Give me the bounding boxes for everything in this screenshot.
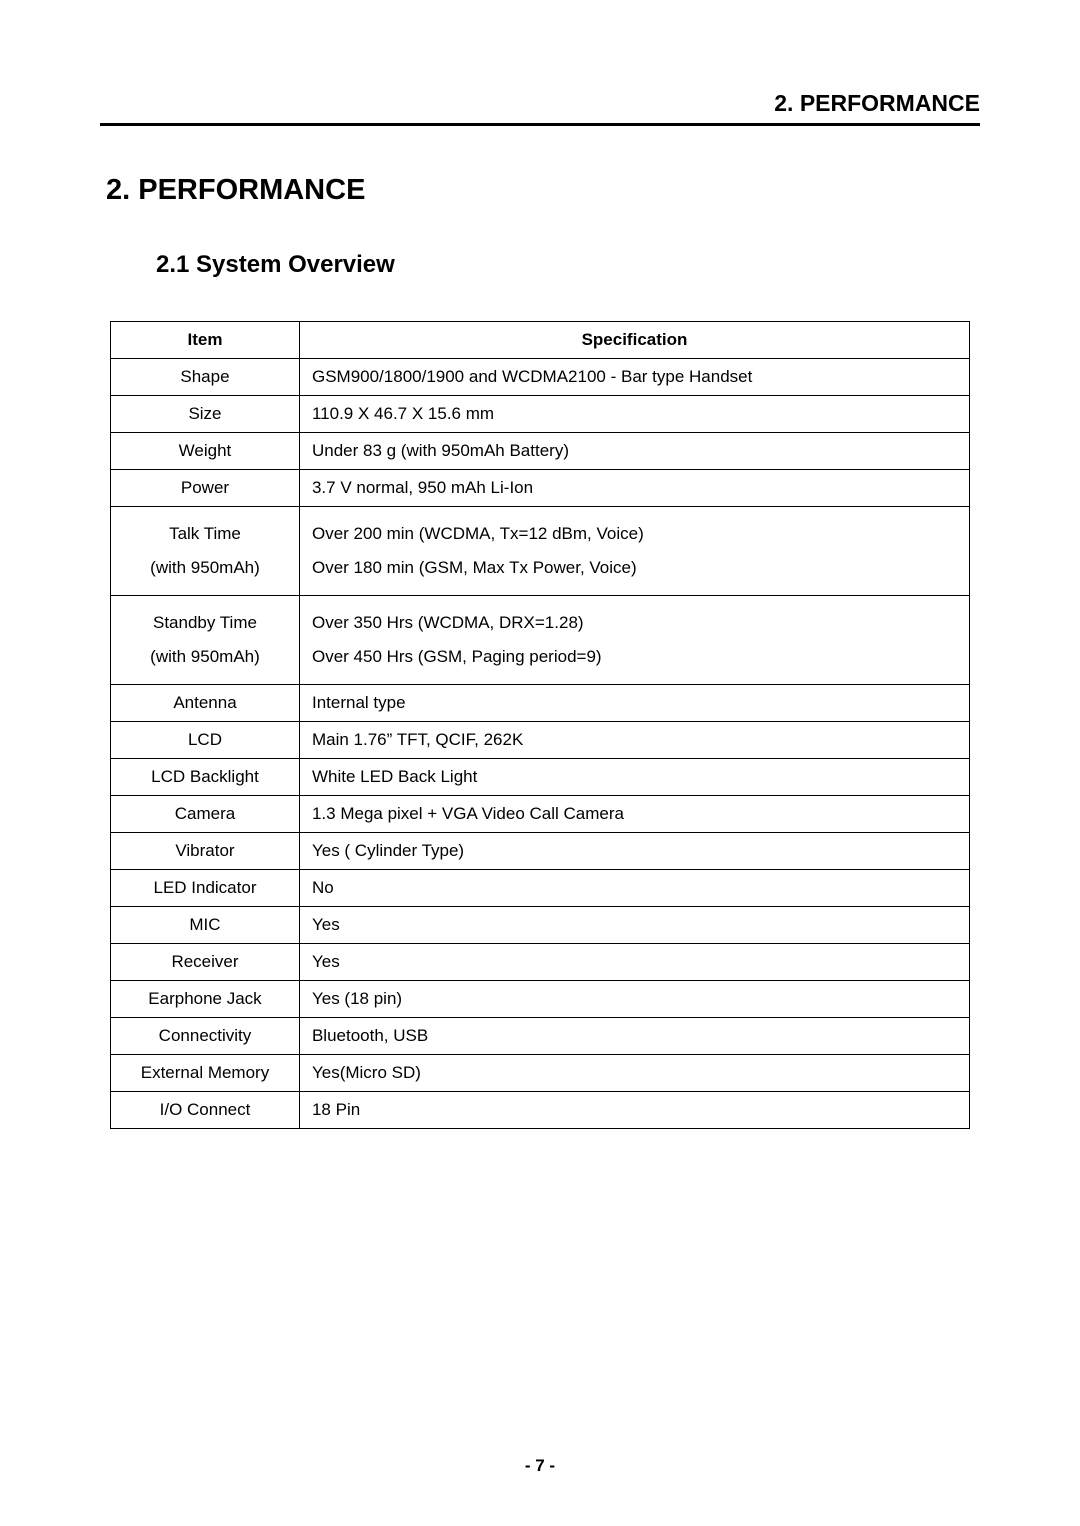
- page-container: 2. PERFORMANCE 2. PERFORMANCE 2.1 System…: [0, 0, 1080, 1129]
- item-cell: External Memory: [111, 1055, 300, 1092]
- table-row: VibratorYes ( Cylinder Type): [111, 833, 970, 870]
- table-row: External MemoryYes(Micro SD): [111, 1055, 970, 1092]
- page-number: - 7 -: [0, 1456, 1080, 1476]
- table-row: LCDMain 1.76” TFT, QCIF, 262K: [111, 722, 970, 759]
- main-title: 2. PERFORMANCE: [100, 174, 980, 207]
- table-header-row: Item Specification: [111, 322, 970, 359]
- item-cell: Weight: [111, 433, 300, 470]
- table-row: ReceiverYes: [111, 944, 970, 981]
- table-row: Standby Time(with 950mAh)Over 350 Hrs (W…: [111, 596, 970, 685]
- spec-cell: Over 200 min (WCDMA, Tx=12 dBm, Voice)Ov…: [299, 507, 969, 596]
- table-row: MICYes: [111, 907, 970, 944]
- column-header-spec: Specification: [299, 322, 969, 359]
- spec-cell: Yes ( Cylinder Type): [299, 833, 969, 870]
- spec-table: Item Specification ShapeGSM900/1800/1900…: [110, 321, 970, 1129]
- section-title: 2.1 System Overview: [100, 251, 980, 279]
- spec-cell: Bluetooth, USB: [299, 1018, 969, 1055]
- spec-cell: 3.7 V normal, 950 mAh Li-Ion: [299, 470, 969, 507]
- item-cell: Vibrator: [111, 833, 300, 870]
- table-row: WeightUnder 83 g (with 950mAh Battery): [111, 433, 970, 470]
- column-header-item: Item: [111, 322, 300, 359]
- spec-cell: GSM900/1800/1900 and WCDMA2100 - Bar typ…: [299, 359, 969, 396]
- item-cell: Camera: [111, 796, 300, 833]
- item-cell: LCD: [111, 722, 300, 759]
- table-row: Earphone JackYes (18 pin): [111, 981, 970, 1018]
- item-cell: Antenna: [111, 685, 300, 722]
- item-cell: LED Indicator: [111, 870, 300, 907]
- item-cell: Talk Time(with 950mAh): [111, 507, 300, 596]
- table-row: LCD BacklightWhite LED Back Light: [111, 759, 970, 796]
- item-cell: Shape: [111, 359, 300, 396]
- item-cell: MIC: [111, 907, 300, 944]
- spec-cell: White LED Back Light: [299, 759, 969, 796]
- table-row: Size110.9 X 46.7 X 15.6 mm: [111, 396, 970, 433]
- item-cell: Connectivity: [111, 1018, 300, 1055]
- table-row: AntennaInternal type: [111, 685, 970, 722]
- spec-cell: Internal type: [299, 685, 969, 722]
- spec-cell: 18 Pin: [299, 1092, 969, 1129]
- item-cell: Size: [111, 396, 300, 433]
- table-row: ShapeGSM900/1800/1900 and WCDMA2100 - Ba…: [111, 359, 970, 396]
- table-body: ShapeGSM900/1800/1900 and WCDMA2100 - Ba…: [111, 359, 970, 1129]
- table-row: I/O Connect18 Pin: [111, 1092, 970, 1129]
- spec-cell: Over 350 Hrs (WCDMA, DRX=1.28)Over 450 H…: [299, 596, 969, 685]
- table-row: Camera1.3 Mega pixel + VGA Video Call Ca…: [111, 796, 970, 833]
- spec-cell: Yes (18 pin): [299, 981, 969, 1018]
- spec-cell: 110.9 X 46.7 X 15.6 mm: [299, 396, 969, 433]
- running-head: 2. PERFORMANCE: [774, 90, 980, 116]
- item-cell: Receiver: [111, 944, 300, 981]
- spec-cell: Yes(Micro SD): [299, 1055, 969, 1092]
- spec-cell: No: [299, 870, 969, 907]
- table-row: ConnectivityBluetooth, USB: [111, 1018, 970, 1055]
- page-header: 2. PERFORMANCE: [100, 90, 980, 126]
- item-cell: Standby Time(with 950mAh): [111, 596, 300, 685]
- item-cell: Power: [111, 470, 300, 507]
- table-row: Power3.7 V normal, 950 mAh Li-Ion: [111, 470, 970, 507]
- spec-cell: Yes: [299, 944, 969, 981]
- spec-cell: 1.3 Mega pixel + VGA Video Call Camera: [299, 796, 969, 833]
- spec-cell: Main 1.76” TFT, QCIF, 262K: [299, 722, 969, 759]
- item-cell: Earphone Jack: [111, 981, 300, 1018]
- table-row: Talk Time(with 950mAh)Over 200 min (WCDM…: [111, 507, 970, 596]
- spec-cell: Under 83 g (with 950mAh Battery): [299, 433, 969, 470]
- table-row: LED IndicatorNo: [111, 870, 970, 907]
- spec-cell: Yes: [299, 907, 969, 944]
- item-cell: I/O Connect: [111, 1092, 300, 1129]
- item-cell: LCD Backlight: [111, 759, 300, 796]
